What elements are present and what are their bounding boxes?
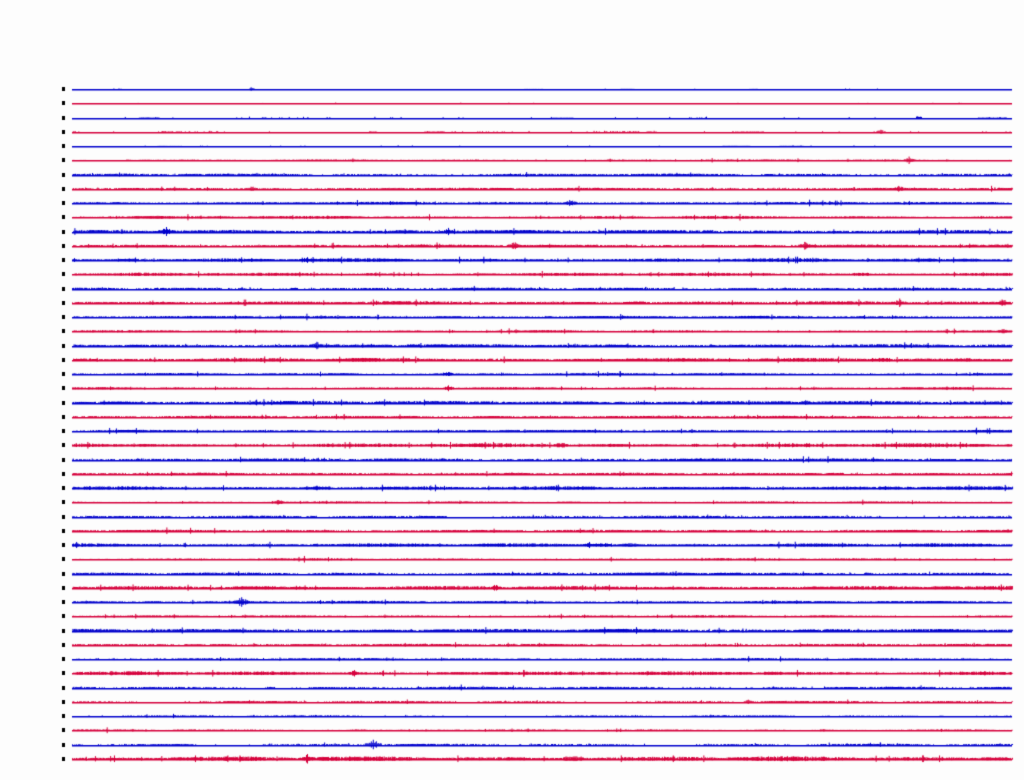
seismic-trace-canvas xyxy=(0,0,1024,780)
seismogram-plot: HI KEP, Siatista, Kozani, Western Macedo… xyxy=(0,0,1024,780)
